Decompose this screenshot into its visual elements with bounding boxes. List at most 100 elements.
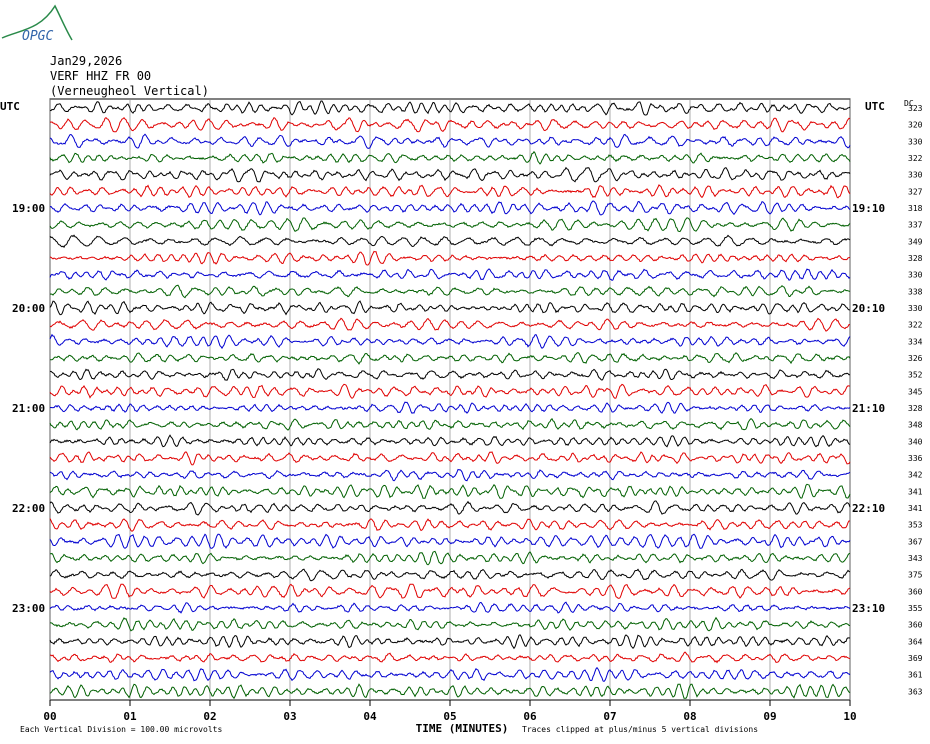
- hour-label-right: 23:10: [852, 602, 885, 615]
- dc-value: 334: [908, 337, 923, 346]
- dc-value: 328: [908, 254, 923, 263]
- dc-value: 338: [908, 287, 923, 296]
- logo-curve: [1, 4, 73, 41]
- dc-value: 330: [908, 271, 923, 280]
- date: Jan29,2026: [50, 54, 122, 68]
- x-tick-label: 06: [523, 710, 537, 723]
- trace: [49, 634, 851, 650]
- dc-value: 330: [908, 137, 923, 146]
- station: VERF HHZ FR 00: [50, 69, 151, 83]
- dc-value: 330: [908, 304, 923, 313]
- hour-label: 22:00: [12, 502, 45, 515]
- hour-label-right: 21:10: [852, 402, 885, 415]
- dc-title: DC: [904, 99, 914, 108]
- dc-value: 348: [908, 421, 923, 430]
- dc-value: 327: [908, 187, 923, 196]
- trace: [49, 300, 850, 316]
- station-name: (Verneugheol Vertical): [50, 84, 209, 98]
- x-tick-label: 00: [43, 710, 56, 723]
- left-title: UTC: [0, 100, 20, 113]
- x-tick-label: 07: [603, 710, 616, 723]
- trace: [49, 683, 851, 700]
- trace: [49, 100, 851, 116]
- dc-value: 352: [908, 371, 923, 380]
- trace: [49, 150, 851, 165]
- trace: [49, 333, 851, 350]
- hour-label: 23:00: [12, 602, 45, 615]
- x-tick-label: 08: [683, 710, 696, 723]
- dc-value: 349: [908, 237, 923, 246]
- dc-value: 364: [908, 637, 923, 646]
- trace: [49, 284, 851, 299]
- trace: [49, 518, 851, 532]
- x-tick-label: 04: [363, 710, 377, 723]
- trace: [49, 500, 851, 516]
- hour-label: 19:00: [12, 202, 45, 215]
- trace: [49, 616, 851, 632]
- trace: [49, 533, 851, 549]
- trace: [49, 550, 851, 566]
- dc-value: 355: [908, 604, 923, 613]
- trace: [49, 368, 850, 381]
- trace: [49, 651, 851, 664]
- trace: [49, 133, 851, 149]
- dc-value: 375: [908, 571, 923, 580]
- dc-value: 326: [908, 354, 923, 363]
- hour-label-right: 20:10: [852, 302, 885, 315]
- trace: [49, 250, 851, 266]
- trace: [49, 217, 851, 233]
- dc-value: 336: [908, 454, 923, 463]
- trace: [49, 417, 851, 431]
- trace: [49, 166, 851, 183]
- trace: [49, 268, 851, 282]
- trace: [49, 200, 851, 216]
- trace: [49, 352, 851, 365]
- dc-value: 323: [908, 104, 923, 113]
- hour-label: 21:00: [12, 402, 45, 415]
- dc-value: 318: [908, 204, 923, 213]
- x-tick-label: 01: [123, 710, 137, 723]
- x-tick-label: 09: [763, 710, 776, 723]
- x-tick-label: 10: [843, 710, 856, 723]
- dc-value: 337: [908, 221, 923, 230]
- dc-value: 320: [908, 121, 923, 130]
- dc-value: 322: [908, 321, 923, 330]
- trace: [49, 234, 851, 249]
- dc-value: 345: [908, 387, 923, 396]
- dc-value: 360: [908, 621, 923, 630]
- clip-note: Traces clipped at plus/minus 5 vertical …: [522, 725, 758, 734]
- hour-label: 20:00: [12, 302, 45, 315]
- hour-label-right: 22:10: [852, 502, 885, 515]
- trace: [49, 434, 851, 448]
- dc-value: 340: [908, 437, 923, 446]
- dc-value: 361: [908, 671, 923, 680]
- trace: [49, 483, 851, 499]
- dc-value: 363: [908, 687, 923, 696]
- dc-value: 353: [908, 521, 923, 530]
- trace: [49, 601, 851, 614]
- logo: OPGC: [22, 29, 53, 44]
- trace: [49, 451, 851, 466]
- dc-value: 369: [908, 654, 923, 663]
- dc-value: 360: [908, 587, 923, 596]
- trace: [49, 568, 851, 582]
- trace: [49, 383, 850, 399]
- dc-value: 341: [908, 504, 923, 513]
- scale-note: Each Vertical Division = 100.00 microvol…: [20, 725, 222, 734]
- dc-value: 367: [908, 537, 923, 546]
- trace: [49, 468, 851, 482]
- hour-label-right: 19:10: [852, 202, 885, 215]
- dc-value: 330: [908, 171, 923, 180]
- dc-value: 328: [908, 404, 923, 413]
- dc-value: 322: [908, 154, 923, 163]
- x-tick-label: 02: [203, 710, 216, 723]
- trace: [49, 184, 851, 199]
- x-tick-label: 05: [443, 710, 456, 723]
- x-tick-label: 03: [283, 710, 296, 723]
- trace: [49, 116, 851, 133]
- right-title: UTC: [865, 100, 885, 113]
- trace: [49, 666, 851, 683]
- dc-value: 341: [908, 487, 923, 496]
- trace: [49, 401, 851, 414]
